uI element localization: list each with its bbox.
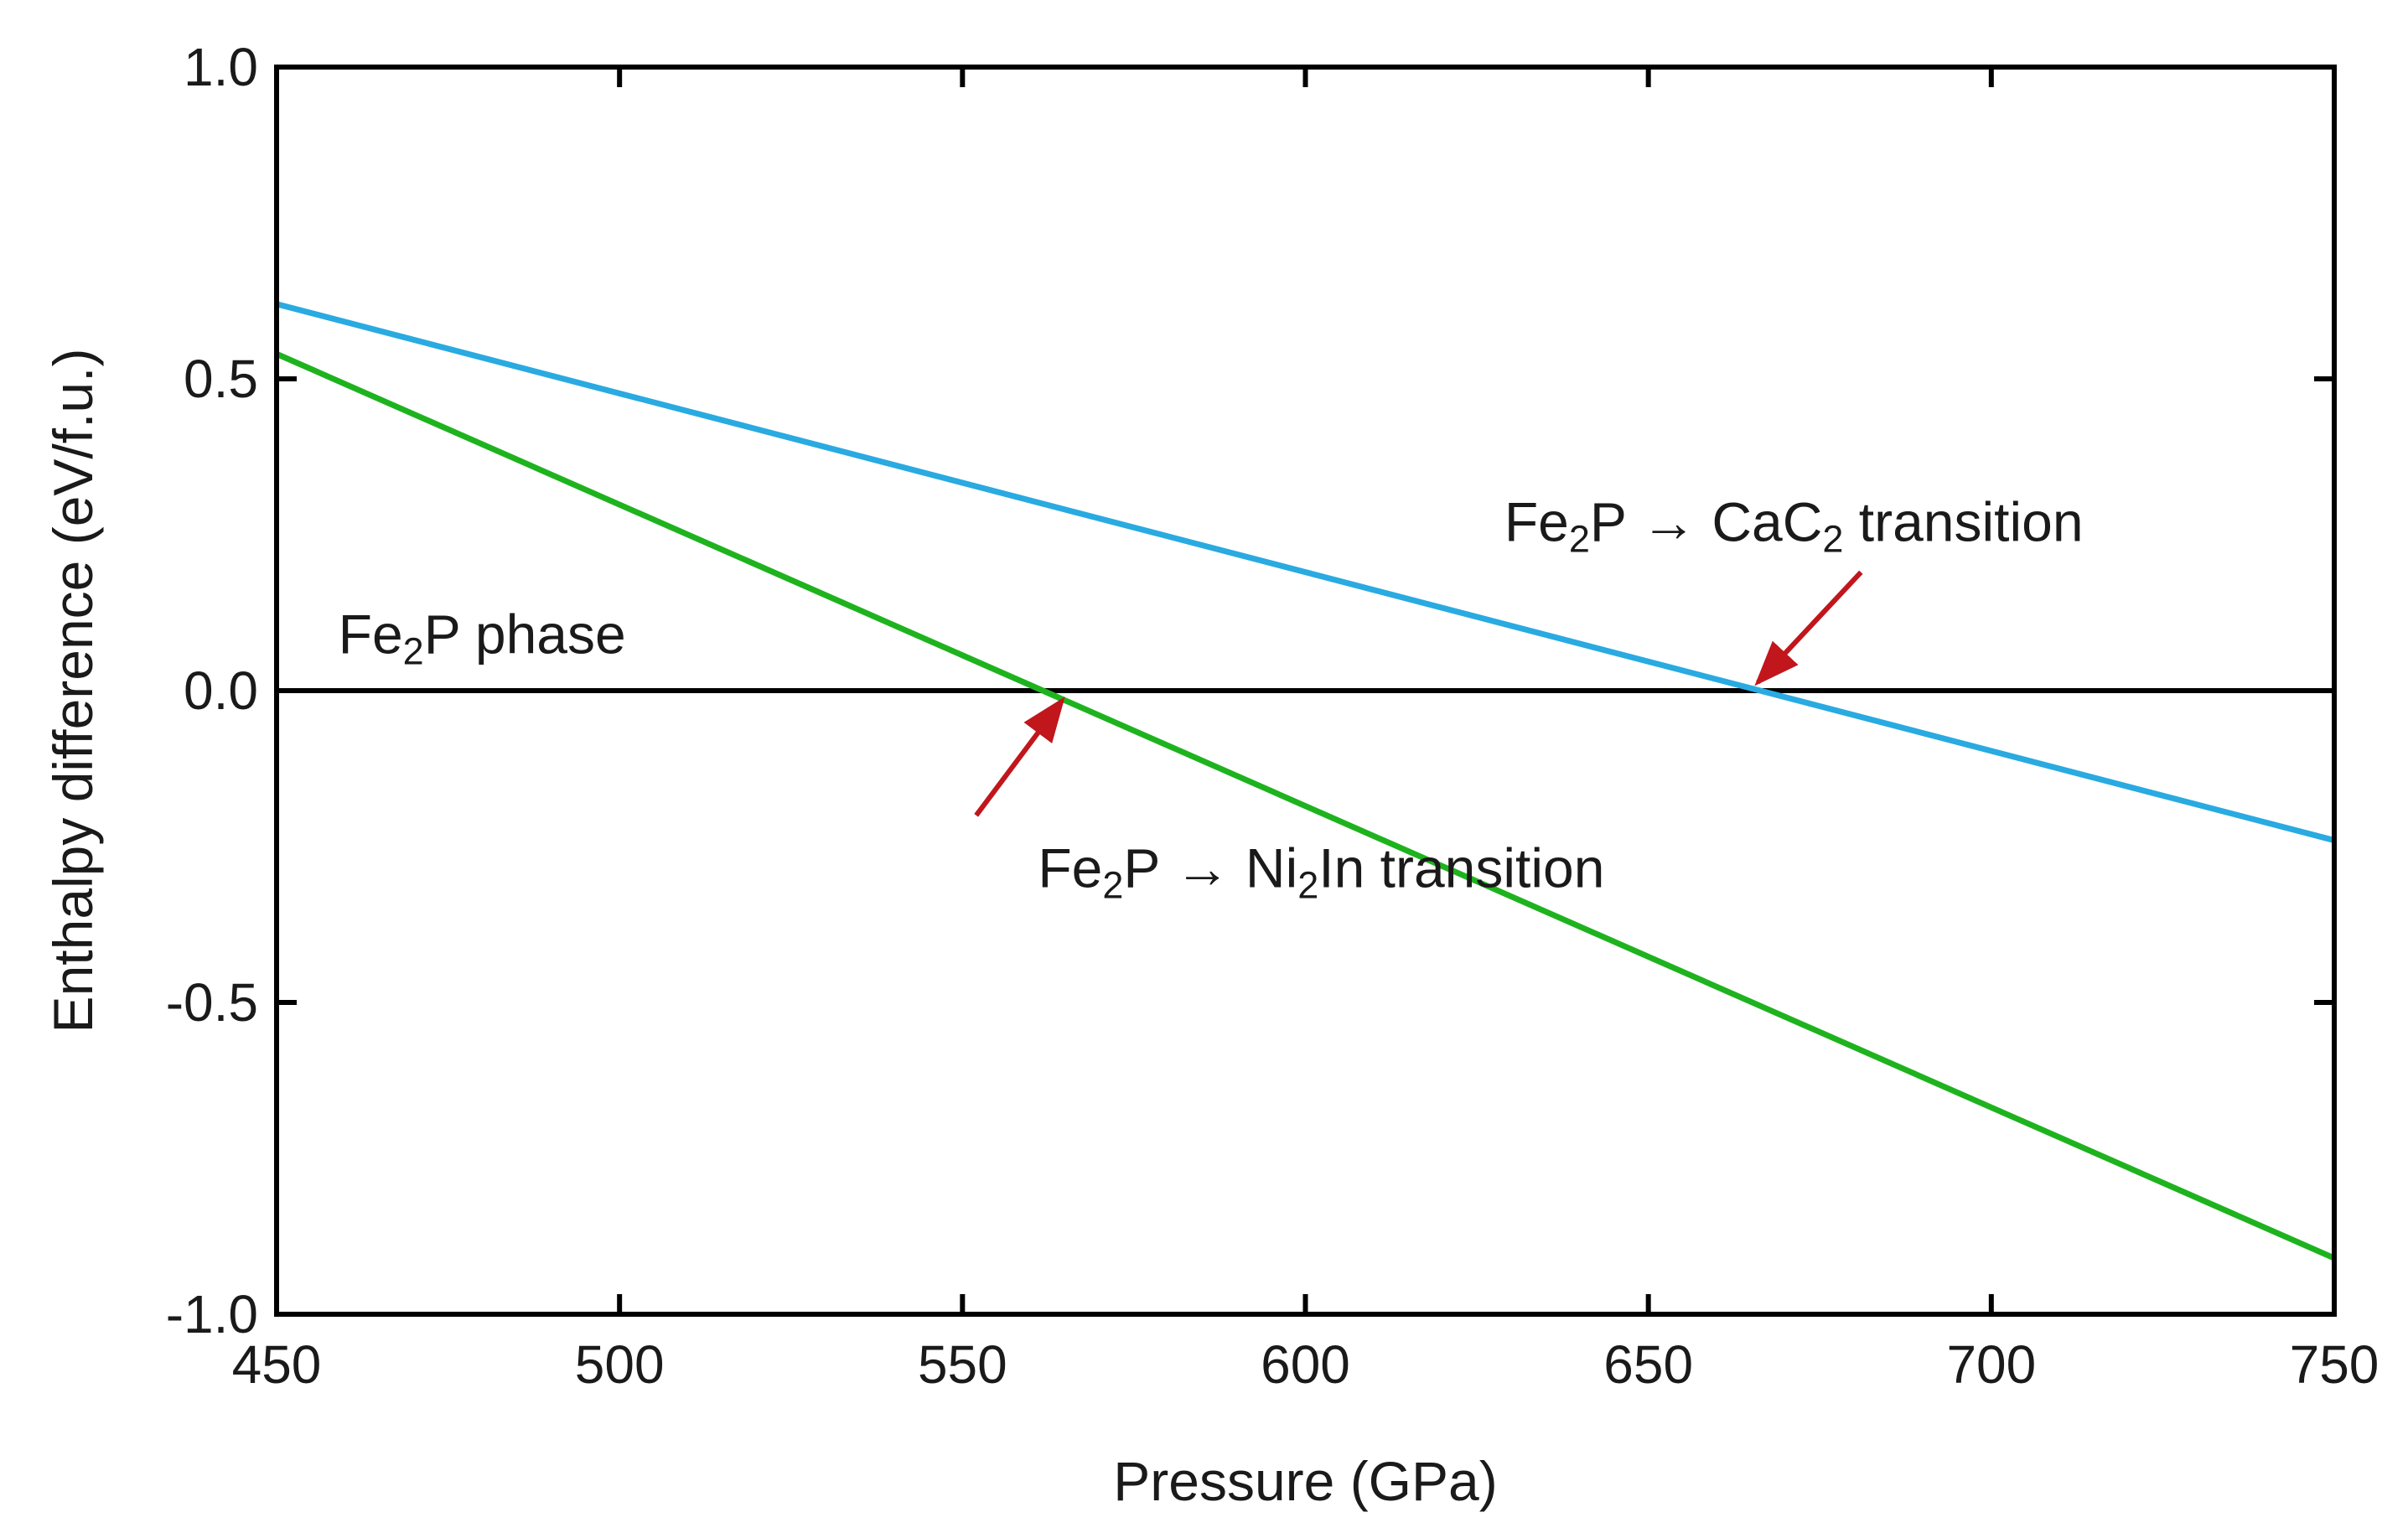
ni2in-transition-label: Fe2P → Ni2In transition bbox=[1038, 836, 1604, 906]
x-tick-label: 450 bbox=[232, 1334, 322, 1395]
fe2p-phase-label: Fe2P phase bbox=[339, 603, 626, 672]
x-axis-label: Pressure (GPa) bbox=[1113, 1450, 1497, 1512]
x-tick-label: 700 bbox=[1946, 1334, 2036, 1395]
y-axis-label: Enthalpy difference (eV/f.u.) bbox=[42, 349, 104, 1033]
y-tick-label: 0.5 bbox=[184, 349, 258, 409]
x-tick-label: 600 bbox=[1261, 1334, 1350, 1395]
x-tick-label: 500 bbox=[575, 1334, 665, 1395]
y-tick-label: 1.0 bbox=[184, 37, 258, 97]
cac2-transition-arrow bbox=[1754, 570, 1863, 686]
series-layer bbox=[275, 301, 2336, 1261]
x-tick-label: 750 bbox=[2290, 1334, 2380, 1395]
series-line-cac2 bbox=[276, 301, 2335, 843]
ni2in-transition-arrow bbox=[974, 697, 1065, 817]
annotation-layer: Fe2P phase Fe2P → CaC2 transition Fe2P → N… bbox=[339, 490, 2084, 906]
x-tick-label: 550 bbox=[918, 1334, 1007, 1395]
tick-layer: 450 500 550 600 650 700 750 1.0 0.5 0.0 -0.5 -1.0 bbox=[166, 37, 2380, 1395]
y-tick-label: -0.5 bbox=[166, 972, 258, 1033]
y-tick-label: 0.0 bbox=[184, 660, 258, 721]
y-tick-label: -1.0 bbox=[166, 1284, 258, 1344]
series-line-ni2in bbox=[275, 351, 2336, 1261]
cac2-transition-label: Fe2P → CaC2 transition bbox=[1504, 490, 2084, 560]
x-tick-label: 650 bbox=[1603, 1334, 1693, 1395]
